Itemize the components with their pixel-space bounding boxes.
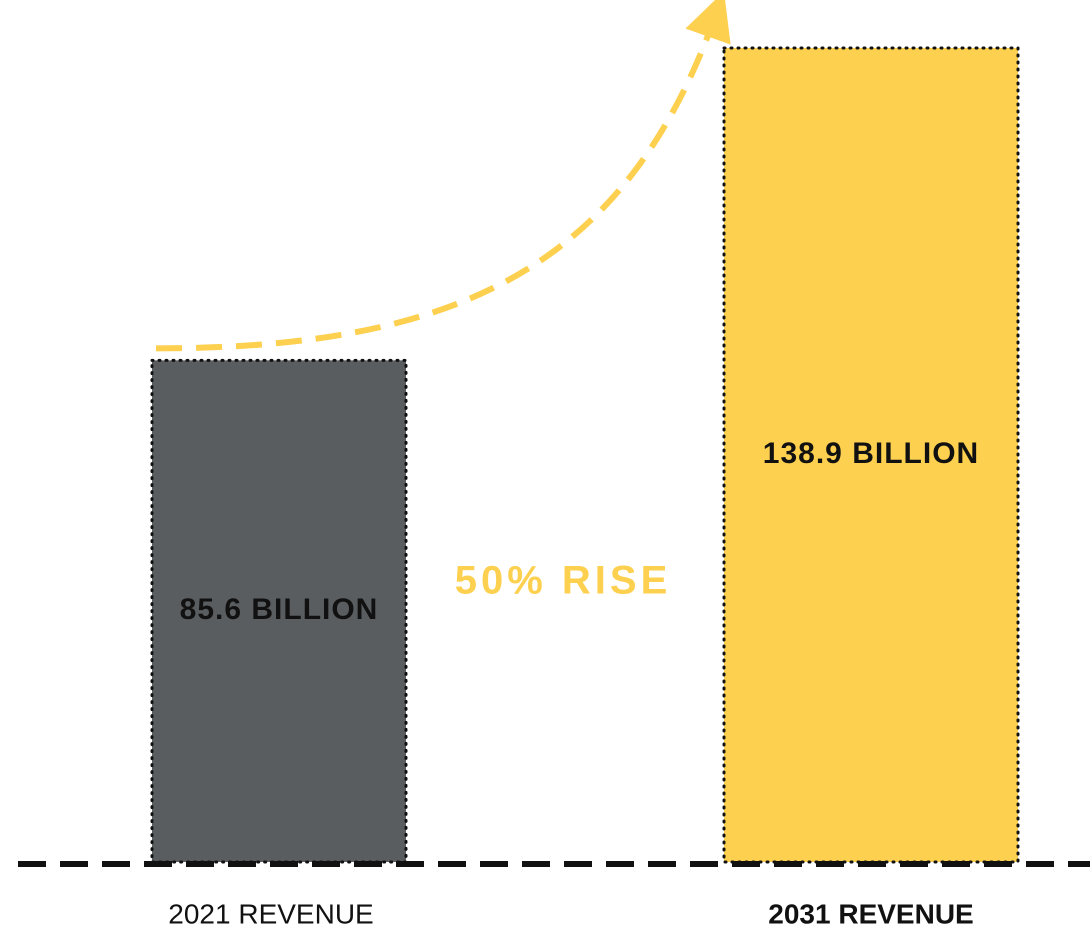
bar (722, 46, 1020, 864)
x-tick-label: 2021 REVENUE (168, 898, 373, 929)
value-label: 138.9 BILLION (763, 437, 979, 470)
x-tick-label: 2031 REVENUE (768, 898, 973, 929)
annotation: 50% RISE (455, 559, 672, 603)
value-label: 85.6 BILLION (180, 593, 379, 626)
bar (150, 358, 408, 864)
rise-arrow (155, 0, 731, 352)
